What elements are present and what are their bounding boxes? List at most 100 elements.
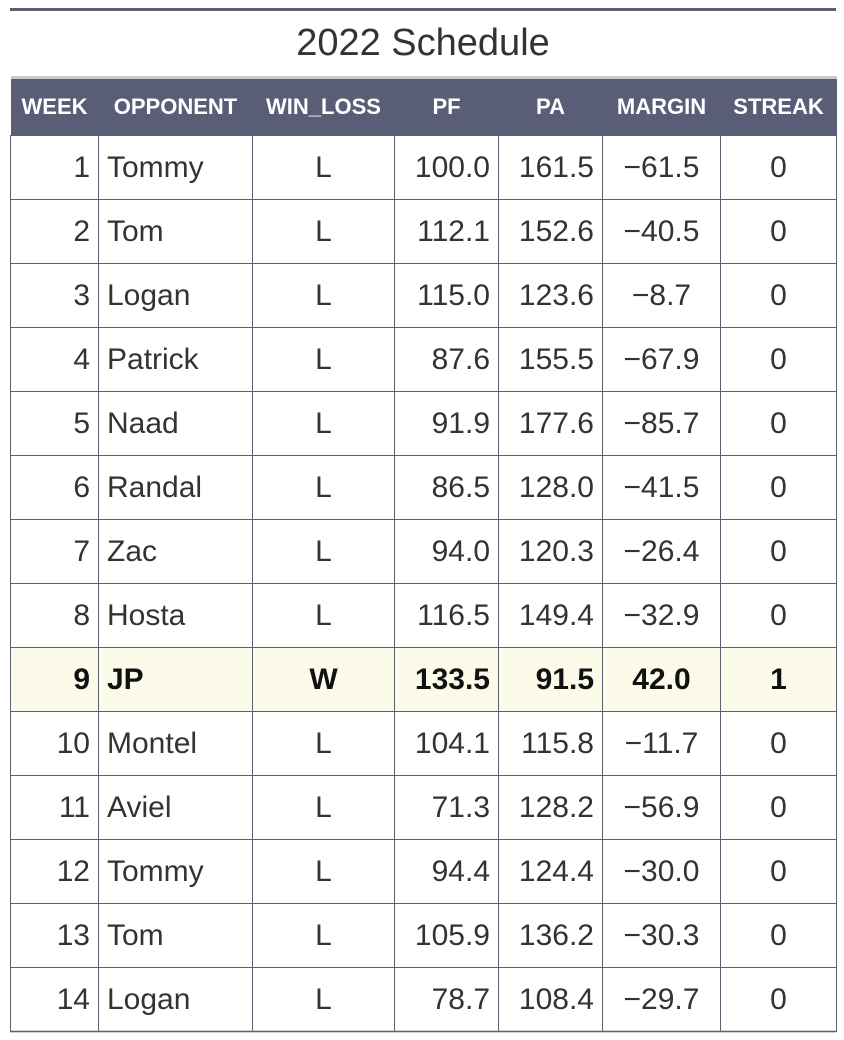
opponent-cell: Tom [98,903,253,968]
pf-cell: 116.5 [394,583,499,648]
margin-cell: −29.7 [602,967,721,1032]
margin-cell: −67.9 [602,327,721,392]
pf-cell: 112.1 [394,199,499,264]
column-header-pa[interactable]: PA [498,76,603,136]
schedule-table-container: WEEK OPPONENT WIN_LOSS PF PA MARGIN STRE… [10,76,837,1033]
opponent-cell: Tommy [98,839,253,904]
margin-cell: −32.9 [602,583,721,648]
margin-cell: −40.5 [602,199,721,264]
margin-cell: −30.0 [602,839,721,904]
week-cell: 11 [10,775,99,840]
week-cell: 12 [10,839,99,904]
margin-cell: −61.5 [602,135,721,200]
week-cell: 6 [10,455,99,520]
opponent-cell: Patrick [98,327,253,392]
table-row: 1 Tommy L 100.0 161.5 −61.5 0 [10,135,837,200]
streak-cell: 0 [720,711,837,776]
column-header-week[interactable]: WEEK [10,76,99,136]
pf-cell: 115.0 [394,263,499,328]
win-loss-cell: W [252,647,395,712]
streak-cell: 0 [720,775,837,840]
column-header-streak[interactable]: STREAK [720,76,837,136]
opponent-cell: Randal [98,455,253,520]
column-header-win-loss[interactable]: WIN_LOSS [252,76,395,136]
streak-cell: 0 [720,199,837,264]
streak-cell: 0 [720,519,837,584]
week-cell: 10 [10,711,99,776]
win-loss-cell: L [252,839,395,904]
week-cell: 14 [10,967,99,1032]
margin-cell: 42.0 [602,647,721,712]
streak-cell: 0 [720,135,837,200]
pa-cell: 120.3 [498,519,603,584]
streak-cell: 0 [720,967,837,1032]
week-cell: 5 [10,391,99,456]
table-row: 13 Tom L 105.9 136.2 −30.3 0 [10,903,837,968]
streak-cell: 0 [720,903,837,968]
week-cell: 13 [10,903,99,968]
win-loss-cell: L [252,967,395,1032]
win-loss-cell: L [252,263,395,328]
margin-cell: −41.5 [602,455,721,520]
pf-cell: 78.7 [394,967,499,1032]
page-title: 2022 Schedule [296,22,550,64]
table-row: 3 Logan L 115.0 123.6 −8.7 0 [10,263,837,328]
schedule-table: WEEK OPPONENT WIN_LOSS PF PA MARGIN STRE… [10,76,837,1032]
table-row: 11 Aviel L 71.3 128.2 −56.9 0 [10,775,837,840]
pa-cell: 149.4 [498,583,603,648]
table-row: 9 JP W 133.5 91.5 42.0 1 [10,647,837,712]
pa-cell: 128.0 [498,455,603,520]
week-cell: 1 [10,135,99,200]
column-header-margin[interactable]: MARGIN [602,76,721,136]
win-loss-cell: L [252,711,395,776]
pa-cell: 115.8 [498,711,603,776]
pf-cell: 100.0 [394,135,499,200]
streak-cell: 0 [720,839,837,904]
pa-cell: 108.4 [498,967,603,1032]
win-loss-cell: L [252,135,395,200]
column-header-opponent[interactable]: OPPONENT [98,76,253,136]
pa-cell: 155.5 [498,327,603,392]
pa-cell: 161.5 [498,135,603,200]
week-cell: 4 [10,327,99,392]
opponent-cell: Montel [98,711,253,776]
win-loss-cell: L [252,391,395,456]
pf-cell: 87.6 [394,327,499,392]
pa-cell: 128.2 [498,775,603,840]
opponent-cell: Naad [98,391,253,456]
table-row: 14 Logan L 78.7 108.4 −29.7 0 [10,967,837,1032]
pf-cell: 71.3 [394,775,499,840]
pf-cell: 94.4 [394,839,499,904]
margin-cell: −26.4 [602,519,721,584]
pf-cell: 86.5 [394,455,499,520]
week-cell: 8 [10,583,99,648]
win-loss-cell: L [252,327,395,392]
opponent-cell: Aviel [98,775,253,840]
week-cell: 3 [10,263,99,328]
pa-cell: 136.2 [498,903,603,968]
streak-cell: 1 [720,647,837,712]
margin-cell: −85.7 [602,391,721,456]
column-header-pf[interactable]: PF [394,76,499,136]
week-cell: 2 [10,199,99,264]
pf-cell: 105.9 [394,903,499,968]
streak-cell: 0 [720,263,837,328]
opponent-cell: Tommy [98,135,253,200]
pf-cell: 133.5 [394,647,499,712]
table-row: 6 Randal L 86.5 128.0 −41.5 0 [10,455,837,520]
table-row: 4 Patrick L 87.6 155.5 −67.9 0 [10,327,837,392]
pa-cell: 124.4 [498,839,603,904]
margin-cell: −11.7 [602,711,721,776]
margin-cell: −30.3 [602,903,721,968]
opponent-cell: Tom [98,199,253,264]
win-loss-cell: L [252,775,395,840]
pf-cell: 91.9 [394,391,499,456]
streak-cell: 0 [720,391,837,456]
win-loss-cell: L [252,455,395,520]
margin-cell: −56.9 [602,775,721,840]
opponent-cell: Zac [98,519,253,584]
opponent-cell: Hosta [98,583,253,648]
pa-cell: 152.6 [498,199,603,264]
week-cell: 9 [10,647,99,712]
pf-cell: 104.1 [394,711,499,776]
